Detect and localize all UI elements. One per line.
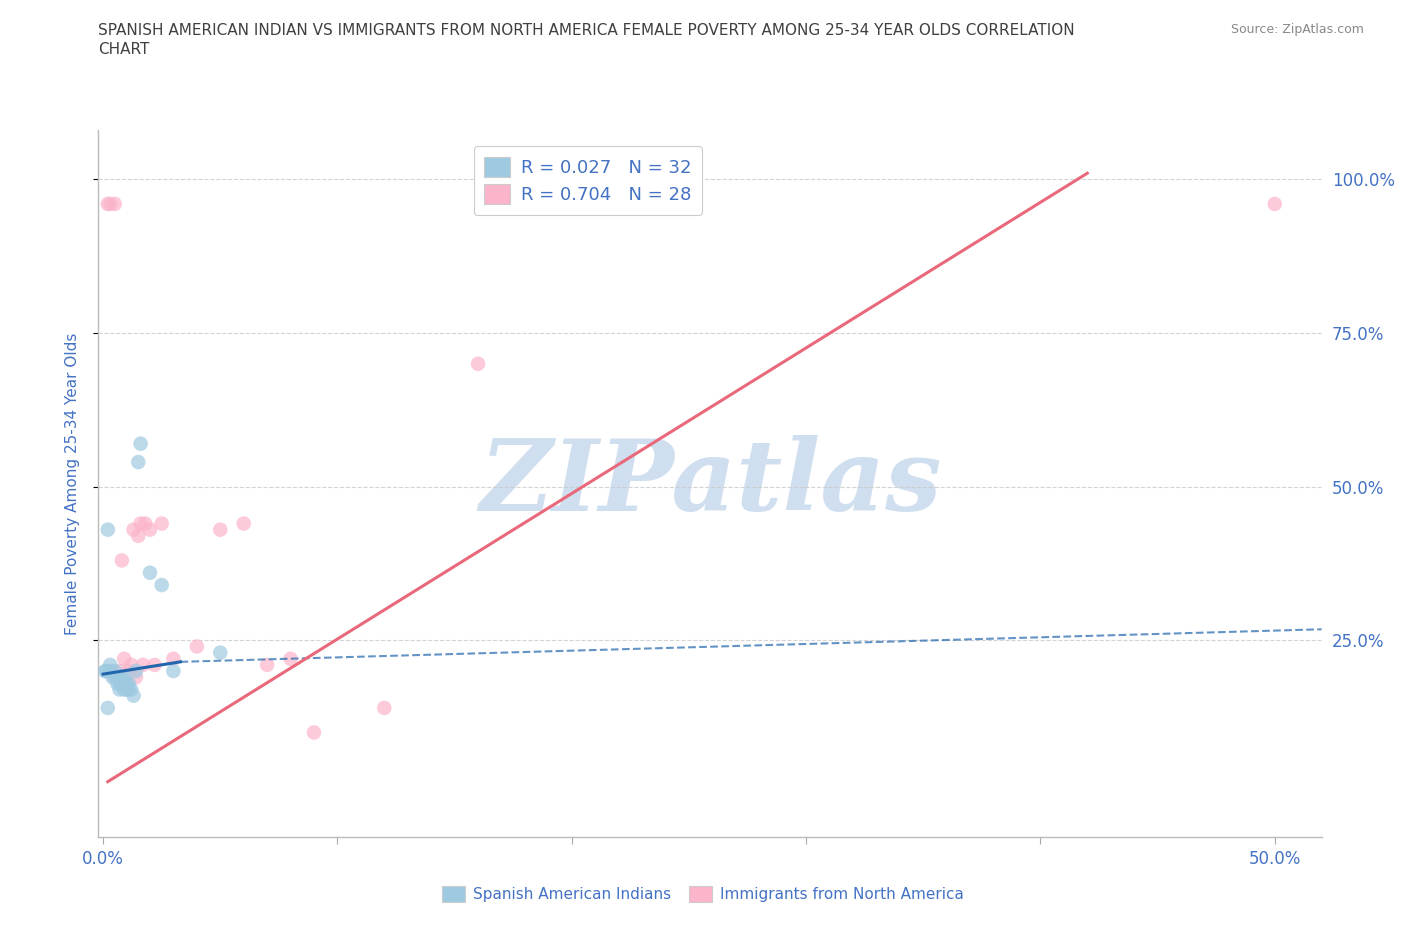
- Point: [127, 528, 149, 543]
- Y-axis label: Female Poverty Among 25-34 Year Olds: Female Poverty Among 25-34 Year Olds: [65, 332, 80, 635]
- Point: [108, 664, 131, 679]
- Text: CHART: CHART: [98, 42, 150, 57]
- Point: [105, 676, 128, 691]
- Point: [112, 651, 135, 666]
- Point: [97, 196, 120, 211]
- Point: [143, 658, 166, 672]
- Point: [105, 670, 128, 684]
- Point: [127, 455, 149, 470]
- Point: [232, 516, 254, 531]
- Point: [467, 356, 489, 371]
- Point: [132, 658, 155, 672]
- Point: [162, 664, 184, 679]
- Point: [104, 664, 127, 679]
- Point: [94, 664, 117, 679]
- Point: [111, 676, 134, 691]
- Point: [115, 676, 138, 691]
- Point: [120, 682, 142, 697]
- Point: [108, 676, 131, 691]
- Point: [111, 670, 134, 684]
- Point: [108, 682, 131, 697]
- Point: [209, 523, 232, 538]
- Point: [302, 725, 325, 740]
- Point: [134, 516, 156, 531]
- Point: [104, 196, 127, 211]
- Point: [112, 670, 135, 684]
- Point: [118, 664, 141, 679]
- Text: SPANISH AMERICAN INDIAN VS IMMIGRANTS FROM NORTH AMERICA FEMALE POVERTY AMONG 25: SPANISH AMERICAN INDIAN VS IMMIGRANTS FR…: [98, 23, 1076, 38]
- Point: [115, 682, 138, 697]
- Point: [118, 682, 141, 697]
- Point: [150, 578, 173, 592]
- Point: [129, 516, 152, 531]
- Point: [1264, 196, 1286, 211]
- Point: [94, 664, 117, 679]
- Point: [112, 682, 135, 697]
- Point: [118, 676, 141, 691]
- Text: ZIPatlas: ZIPatlas: [479, 435, 941, 532]
- Legend: R = 0.027   N = 32, R = 0.704   N = 28: R = 0.027 N = 32, R = 0.704 N = 28: [474, 146, 702, 215]
- Point: [111, 553, 134, 568]
- Point: [125, 670, 148, 684]
- Point: [256, 658, 278, 672]
- Point: [122, 523, 145, 538]
- Point: [139, 565, 162, 580]
- Point: [373, 700, 395, 715]
- Point: [98, 664, 121, 679]
- Point: [120, 658, 142, 672]
- Point: [139, 523, 162, 538]
- Point: [112, 676, 135, 691]
- Point: [108, 670, 131, 684]
- Point: [115, 676, 138, 691]
- Point: [104, 670, 127, 684]
- Point: [97, 700, 120, 715]
- Point: [150, 516, 173, 531]
- Legend: Spanish American Indians, Immigrants from North America: Spanish American Indians, Immigrants fro…: [436, 880, 970, 909]
- Point: [280, 651, 302, 666]
- Point: [162, 651, 184, 666]
- Point: [97, 523, 120, 538]
- Text: Source: ZipAtlas.com: Source: ZipAtlas.com: [1230, 23, 1364, 36]
- Point: [122, 688, 145, 703]
- Point: [209, 645, 232, 660]
- Point: [98, 196, 121, 211]
- Point: [125, 664, 148, 679]
- Point: [98, 658, 121, 672]
- Point: [186, 639, 208, 654]
- Point: [101, 670, 124, 684]
- Point: [129, 436, 152, 451]
